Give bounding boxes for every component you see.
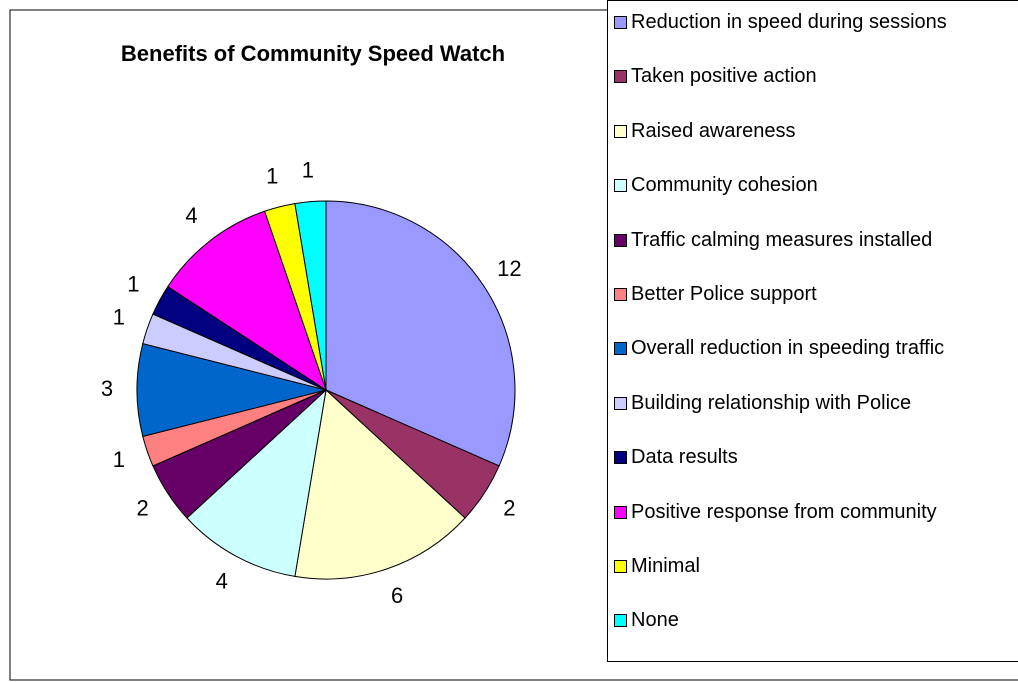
legend-item: None — [614, 609, 679, 632]
legend-label: Reduction in speed during sessions — [631, 11, 947, 33]
legend-swatch — [614, 288, 627, 301]
legend-item: Community cohesion — [614, 174, 818, 197]
legend-label: Traffic calming measures installed — [631, 228, 933, 251]
legend-item: Taken positive action — [614, 65, 817, 88]
pie-slice — [167, 210, 327, 392]
data-label: 12 — [497, 256, 521, 281]
legend-label: Building relationship with Police — [631, 391, 912, 414]
legend-swatch — [614, 124, 627, 138]
legend-label: Data results — [631, 446, 738, 469]
legend-item: Reduction in speed during sessions — [614, 11, 947, 34]
legend: Reduction in speed during sessions Taken … — [607, 0, 1018, 662]
legend-label: Raised awareness — [631, 119, 796, 142]
data-label: 1 — [127, 272, 139, 297]
legend-swatch — [614, 70, 627, 84]
legend-swatch — [614, 396, 627, 410]
legend-label: Overall reduction in speeding traffic — [631, 337, 945, 360]
legend-item: Building relationship with Police — [614, 392, 911, 415]
pie-slice — [325, 200, 516, 467]
legend-label: None — [631, 609, 679, 632]
pie-slice — [186, 388, 327, 577]
data-label: 2 — [137, 496, 149, 521]
legend-item: Positive response from community — [614, 501, 937, 524]
data-label: 1 — [113, 447, 125, 472]
legend-item: Data results — [614, 446, 738, 469]
data-label: 3 — [101, 376, 113, 401]
data-label: 2 — [503, 496, 515, 521]
chart-title: Benefits of Community Speed Watch — [121, 41, 505, 66]
legend-swatch — [614, 233, 627, 247]
legend-item: Traffic calming measures installed — [614, 229, 932, 252]
legend-swatch — [614, 614, 627, 628]
legend-label: Better Police support — [631, 283, 817, 305]
legend-item: Raised awareness — [614, 120, 796, 143]
legend-label: Taken positive action — [631, 65, 817, 88]
legend-label: Community cohesion — [631, 174, 818, 197]
legend-label: Minimal — [631, 555, 700, 577]
legend-item: Better Police support — [614, 283, 817, 306]
legend-swatch — [614, 505, 627, 519]
legend-swatch — [614, 16, 627, 29]
data-label: 4 — [185, 203, 197, 228]
data-label: 6 — [391, 583, 403, 608]
pie-slice — [294, 389, 466, 580]
pie-slice — [136, 342, 327, 438]
legend-swatch — [614, 179, 627, 193]
pie-slice — [294, 200, 327, 391]
legend-swatch — [614, 560, 627, 573]
legend-label: Positive response from community — [631, 500, 937, 523]
legend-item: Minimal — [614, 555, 700, 578]
legend-swatch — [614, 342, 627, 356]
legend-swatch — [614, 451, 627, 465]
legend-item: Overall reduction in speeding traffic — [614, 337, 944, 360]
data-label: 1 — [266, 164, 278, 189]
data-label: 1 — [113, 305, 125, 330]
data-label: 4 — [216, 568, 228, 593]
data-label: 1 — [302, 158, 314, 183]
